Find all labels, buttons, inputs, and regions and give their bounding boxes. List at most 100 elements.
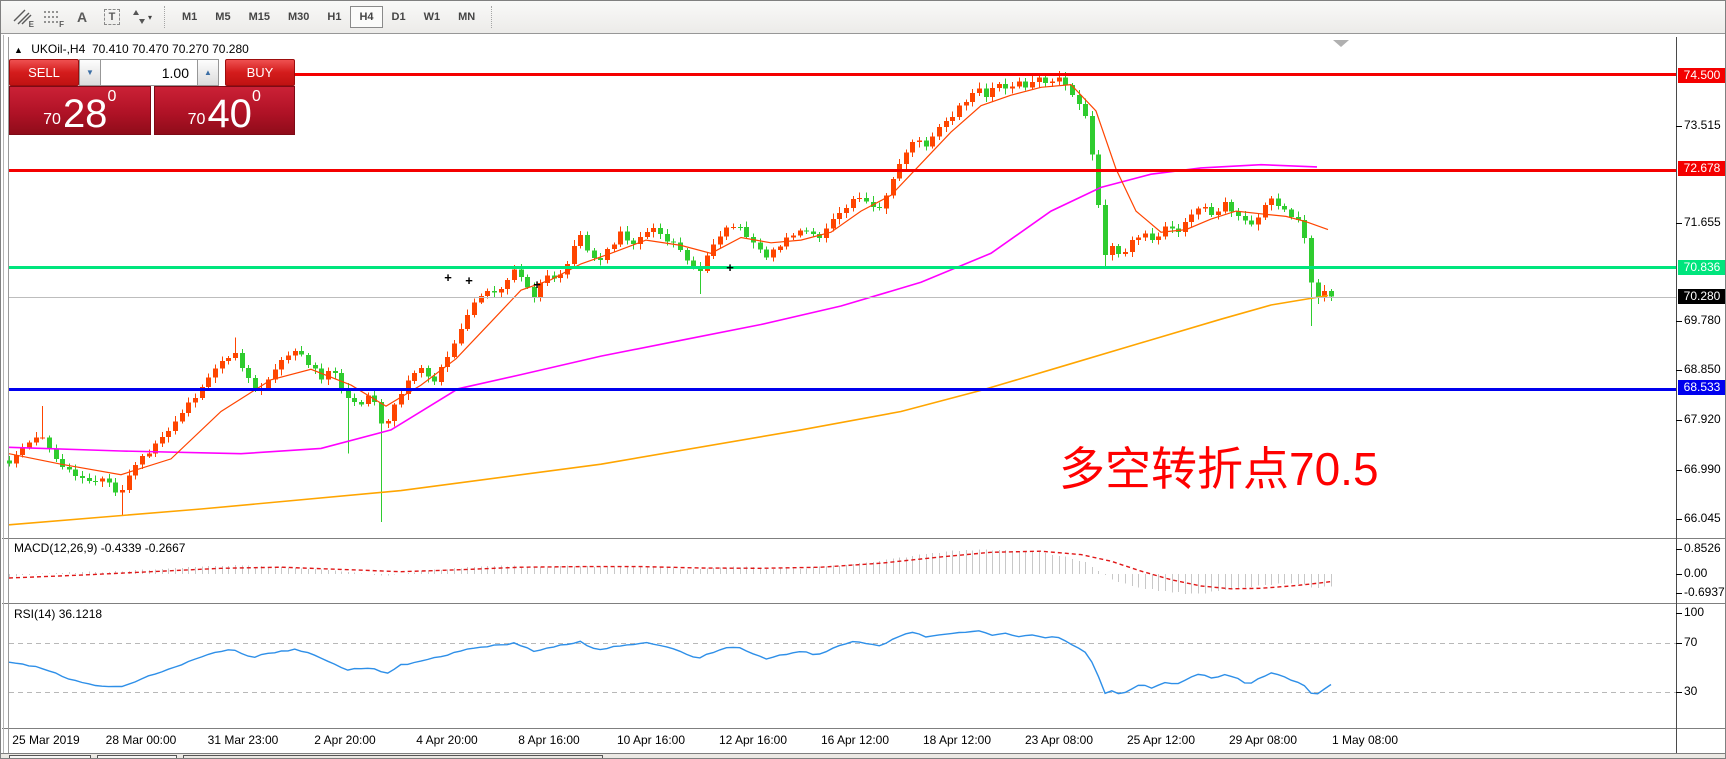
rsi-value: 36.1218 <box>58 607 103 621</box>
ohlc-close: 70.280 <box>212 42 249 56</box>
chart-text-annotation: 多空转折点70.5 <box>1059 443 1379 495</box>
price-badge-70.836: 70.836 <box>1678 260 1725 275</box>
timeframe-H1[interactable]: H1 <box>327 11 342 23</box>
price-badge-74.500: 74.500 <box>1678 68 1725 83</box>
icon-subscript: F <box>59 20 64 29</box>
time-label: 18 Apr 12:00 <box>922 733 992 747</box>
macd-label: MACD(12,26,9) -0.4339 -0.2667 <box>14 541 186 555</box>
arrows-glyph <box>132 10 145 24</box>
volume-decrease-button[interactable]: ▼ <box>79 59 101 86</box>
ohlc-low: 70.270 <box>172 42 209 56</box>
chart-tab-strip <box>1 753 1725 758</box>
text-icon[interactable]: A <box>68 4 96 30</box>
axis-tick-68.850: 68.850 <box>1684 362 1721 376</box>
macd-histogram <box>8 549 1333 594</box>
time-label: 28 Mar 00:00 <box>105 733 177 747</box>
timeframe-M15[interactable]: M15 <box>248 11 270 23</box>
time-label: 25 Mar 2019 <box>12 733 80 747</box>
chart-shift-marker-icon[interactable] <box>1333 40 1349 47</box>
axis-tick-70: 70 <box>1684 635 1698 649</box>
axis-tick-71.655: 71.655 <box>1684 215 1721 229</box>
axis-tick-73.515: 73.515 <box>1684 118 1721 132</box>
chart-ohlc-header: ▲ UKOil-,H4 70.410 70.470 70.270 70.280 <box>14 42 249 56</box>
rsi-label: RSI(14) 36.1218 <box>14 607 103 621</box>
sell-price-big: 28 <box>62 92 108 137</box>
axis-tick-30: 30 <box>1684 684 1698 698</box>
price-axis[interactable]: 73.515 71.655 69.780 68.850 67.920 66.990 66.0… <box>1677 37 1725 754</box>
buy-price-big: 40 <box>207 92 252 137</box>
timeframe-M5[interactable]: M5 <box>215 11 231 23</box>
volume-input[interactable] <box>101 59 197 86</box>
timeframe-H4[interactable]: H4 <box>350 6 383 28</box>
macd-signal-line <box>8 550 1332 590</box>
volume-increase-button[interactable]: ▲ <box>197 59 219 86</box>
timeframe-W1[interactable]: W1 <box>423 11 441 23</box>
axis-tick-69.780: 69.780 <box>1684 313 1721 327</box>
sell-price-handle: 70 <box>43 111 61 128</box>
ma-slow-line <box>8 294 1329 526</box>
chart-tab[interactable] <box>97 755 177 758</box>
text-label-icon[interactable]: T <box>98 4 126 30</box>
timeframe-M1[interactable]: M1 <box>182 11 198 23</box>
time-label: 2 Apr 20:00 <box>314 733 376 747</box>
sell-price-pip: 0 <box>107 88 117 105</box>
fibonacci-icon[interactable]: F <box>38 4 66 30</box>
time-label: 1 May 08:00 <box>1331 733 1399 747</box>
rsi-levels <box>9 643 1676 693</box>
axis-tick-67.920: 67.920 <box>1684 412 1721 426</box>
chart-tab[interactable] <box>183 755 603 758</box>
time-label: 31 Mar 23:00 <box>207 733 279 747</box>
ma-fast-line <box>8 83 1329 476</box>
macd-values: -0.4339 -0.2667 <box>100 541 186 555</box>
channel-glyph <box>13 9 32 25</box>
axis-tick--0.6937: -0.6937 <box>1684 585 1725 599</box>
price-badge-72.678: 72.678 <box>1678 161 1725 176</box>
time-label: 4 Apr 20:00 <box>416 733 478 747</box>
arrow-plus-marker[interactable]: + <box>444 270 452 285</box>
ohlc-open: 70.410 <box>91 42 129 56</box>
time-label: 10 Apr 16:00 <box>616 733 686 747</box>
timeframe-D1[interactable]: D1 <box>391 11 406 23</box>
axis-tick-66.045: 66.045 <box>1684 511 1721 525</box>
rsi-line <box>8 630 1332 695</box>
buy-price-display[interactable]: 70 40 0 <box>153 86 295 137</box>
chevron-down-icon[interactable]: ▾ <box>147 12 152 22</box>
chart-tab[interactable] <box>9 755 91 758</box>
arrow-plus-marker[interactable]: + <box>533 277 541 292</box>
toolbar-separator <box>164 6 166 28</box>
timeframe-MN[interactable]: MN <box>458 11 476 23</box>
axis-tick-100: 100 <box>1684 605 1705 619</box>
ohlc-high: 70.470 <box>132 42 169 56</box>
axis-tick-66.990: 66.990 <box>1684 462 1721 476</box>
time-label: 29 Apr 08:00 <box>1228 733 1298 747</box>
price-badge-70.280: 70.280 <box>1678 289 1725 304</box>
collapse-arrow-icon[interactable]: ▲ <box>14 45 23 55</box>
fibo-glyph <box>44 11 60 23</box>
arrow-plus-marker[interactable]: + <box>726 260 734 275</box>
axis-tick-0.00: 0.00 <box>1684 566 1708 580</box>
text-glyph: A <box>76 9 88 25</box>
time-label: 12 Apr 16:00 <box>718 733 788 747</box>
icon-subscript: E <box>28 20 34 29</box>
timeframe-bar: M1 M5 M15 M30 H1 H4 D1 W1 MN <box>173 6 484 28</box>
equidistant-channel-icon[interactable]: E <box>8 4 36 30</box>
time-label: 25 Apr 12:00 <box>1126 733 1196 747</box>
buy-price-pip: 0 <box>251 88 261 105</box>
time-label: 23 Apr 08:00 <box>1024 733 1094 747</box>
buy-price-handle: 70 <box>187 111 206 128</box>
toolbar: E F A T ▾ M1 M5 M15 M30 H1 H4 D1 W1 MN <box>1 1 1725 34</box>
timeframe-M30[interactable]: M30 <box>287 11 310 23</box>
time-label: 8 Apr 16:00 <box>518 733 580 747</box>
price-badge-68.533: 68.533 <box>1678 380 1725 395</box>
arrows-icon[interactable]: ▾ <box>128 4 156 30</box>
time-axis[interactable]: 25 Mar 2019 28 Mar 00:00 31 Mar 23:00 2 Apr… <box>1 731 1725 753</box>
sell-button[interactable]: SELL <box>9 59 79 86</box>
symbol-label: UKOil-,H4 <box>31 42 86 56</box>
buy-button[interactable]: BUY <box>225 59 295 86</box>
time-label: 16 Apr 12:00 <box>820 733 890 747</box>
ma-mid-line <box>8 163 1318 455</box>
sell-price-display[interactable]: 70 28 0 <box>9 86 151 135</box>
arrow-plus-marker[interactable]: + <box>465 273 473 288</box>
